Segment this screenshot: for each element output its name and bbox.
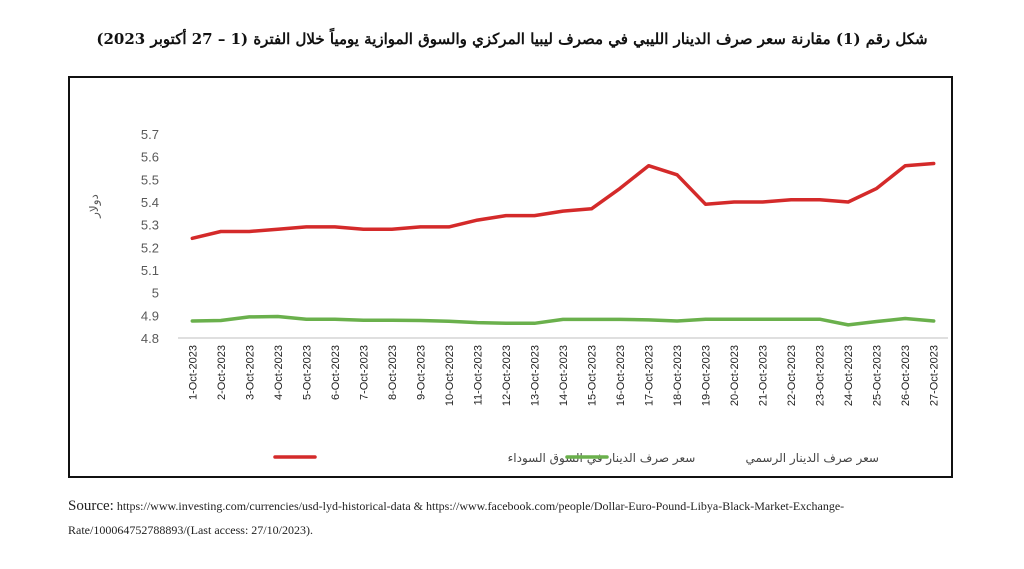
y-tick-label: 5 [152, 286, 159, 301]
y-tick-label: 4.9 [141, 308, 159, 323]
x-tick-label: 15-Oct-2023 [587, 345, 599, 406]
y-tick-label: 5.5 [141, 172, 159, 187]
x-tick-label: 11-Oct-2023 [472, 345, 484, 405]
x-tick-label: 2-Oct-2023 [216, 345, 228, 400]
x-tick-label: 7-Oct-2023 [358, 345, 370, 400]
x-tick-label: 26-Oct-2023 [900, 345, 912, 406]
y-tick-label: 5.3 [141, 218, 159, 233]
y-tick-label: 5.7 [141, 127, 159, 142]
x-tick-label: 8-Oct-2023 [387, 345, 399, 400]
y-tick-label: 5.2 [141, 240, 159, 255]
x-tick-label: 9-Oct-2023 [415, 345, 427, 400]
source-label: Source: [68, 498, 114, 514]
x-tick-label: 5-Oct-2023 [301, 345, 313, 400]
x-tick-label: 23-Oct-2023 [815, 345, 827, 406]
x-tick-label: 17-Oct-2023 [644, 345, 656, 406]
x-tick-label: 24-Oct-2023 [843, 345, 855, 406]
chart-frame: 4.8 4.9 5 5.1 5.2 5.3 5.4 5.5 5.6 5.7 دولار 1-Oct… [68, 76, 953, 478]
line-chart: 4.8 4.9 5 5.1 5.2 5.3 5.4 5.5 5.6 5.7 دولار 1-Oct… [87, 127, 948, 466]
x-tick-label: 3-Oct-2023 [244, 345, 256, 400]
chart-title: شكل رقم (1) مقارنة سعر صرف الدينار الليب… [96, 30, 928, 48]
source-text: https://www.investing.com/currencies/usd… [68, 499, 845, 537]
x-tick-label: 18-Oct-2023 [672, 345, 684, 406]
x-tick-label: 10-Oct-2023 [444, 345, 456, 406]
legend-label-official: سعر صرف الدينار الرسمي [745, 451, 878, 466]
x-tick-label: 13-Oct-2023 [529, 345, 541, 406]
series-line-official [190, 314, 936, 327]
source-note: Source: https://www.investing.com/curren… [68, 494, 958, 542]
x-tick-label: 21-Oct-2023 [758, 345, 770, 406]
x-tick-label: 27-Oct-2023 [929, 345, 941, 406]
x-tick-label: 20-Oct-2023 [729, 345, 741, 406]
x-tick-label: 1-Oct-2023 [187, 345, 199, 400]
x-tick-label: 16-Oct-2023 [615, 345, 627, 406]
x-tick-label: 6-Oct-2023 [330, 345, 342, 400]
x-tick-label: 25-Oct-2023 [872, 345, 884, 406]
y-tick-label: 5.1 [141, 263, 159, 278]
y-tick-label: 5.4 [141, 195, 159, 210]
y-axis-label: دولار [87, 194, 102, 219]
x-tick-label: 22-Oct-2023 [786, 345, 798, 406]
x-tick-label: 4-Oct-2023 [273, 345, 285, 400]
y-tick-label: 4.8 [141, 331, 159, 346]
x-tick-label: 14-Oct-2023 [558, 345, 570, 406]
x-tick-label: 12-Oct-2023 [501, 345, 513, 406]
x-tick-label: 19-Oct-2023 [701, 345, 713, 406]
y-tick-label: 5.6 [141, 150, 159, 165]
series-line-black-market [190, 161, 936, 241]
